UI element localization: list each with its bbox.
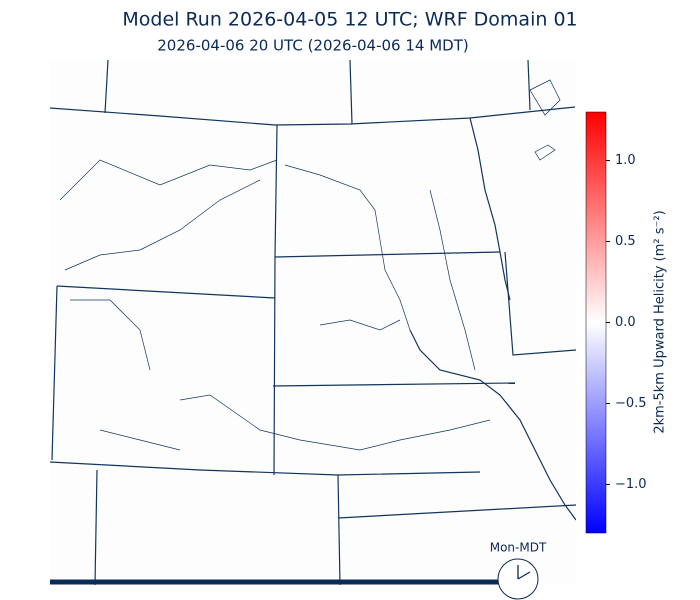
border bbox=[51, 251, 576, 461]
border bbox=[56, 285, 276, 299]
river bbox=[59, 159, 411, 331]
colorbar-label: 2km-5km Upward Helicity (m² s⁻²) bbox=[653, 210, 668, 433]
river-border bbox=[409, 117, 576, 521]
border bbox=[274, 251, 501, 258]
colorbar-tick-label: −1.0 bbox=[615, 477, 647, 492]
river bbox=[70, 299, 491, 451]
map bbox=[50, 60, 576, 585]
clock-label: Mon-MDT bbox=[490, 541, 547, 555]
lake bbox=[529, 79, 561, 161]
colorbar bbox=[585, 111, 607, 534]
border bbox=[104, 60, 531, 125]
colorbar-tick-label: −0.5 bbox=[615, 396, 647, 411]
subtitle: 2026-04-06 20 UTC (2026-04-06 14 MDT) bbox=[157, 37, 468, 55]
clock-hands bbox=[517, 565, 531, 580]
border bbox=[50, 106, 576, 126]
colorbar-tick-label: 1.0 bbox=[615, 153, 636, 168]
colorbar-tick-label: 0.5 bbox=[615, 234, 636, 249]
river bbox=[64, 179, 476, 371]
map-background bbox=[50, 60, 576, 585]
border bbox=[272, 382, 516, 387]
border bbox=[94, 469, 576, 585]
colorbar-tick-label: 0.0 bbox=[615, 315, 636, 330]
border bbox=[50, 461, 481, 476]
title: Model Run 2026-04-05 12 UTC; WRF Domain … bbox=[122, 9, 577, 31]
